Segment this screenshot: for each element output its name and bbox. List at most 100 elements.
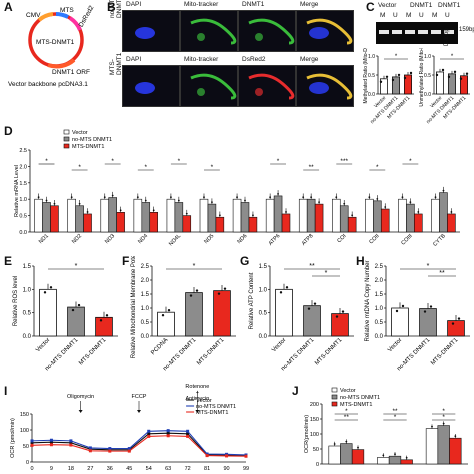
- data-point: [341, 310, 345, 313]
- data-point: [376, 197, 379, 200]
- bar: [351, 449, 365, 465]
- bar: [414, 213, 423, 233]
- injection-label-antimycin: Antimycin: [185, 396, 209, 402]
- gel-band: [444, 30, 454, 34]
- legend-label: no-MTS DNMT1: [72, 137, 112, 143]
- series-point: [147, 434, 151, 438]
- y-tick-label: 2.0: [19, 164, 27, 170]
- bar: [50, 205, 59, 233]
- panel-a-letter: A: [4, 0, 13, 14]
- significance-mark: ***: [340, 158, 348, 165]
- y-tick-label: 0.0: [368, 92, 375, 98]
- chart-f-membrane: 0.0 0.5 1.0 1.5 2.0 2.5 Relative Mitochondrial…: [131, 256, 236, 372]
- gel-side-label: D-loop: [444, 28, 450, 46]
- significance-mark: *: [111, 158, 114, 165]
- bar: [240, 202, 250, 233]
- significance-mark: *: [45, 158, 48, 165]
- bar: [328, 445, 341, 465]
- x-tick-label: MTS-DNMT1: [314, 337, 344, 367]
- plasmid-label-dsred: DsRed2: [78, 4, 96, 28]
- y-tick-label: 1.5: [259, 264, 268, 270]
- legend-swatch: [331, 394, 338, 400]
- series-point: [166, 429, 170, 433]
- y-tick-label: 2.0: [141, 278, 150, 284]
- data-point: [136, 196, 139, 199]
- bar: [133, 198, 143, 233]
- bar: [447, 320, 465, 337]
- data-point: [43, 291, 47, 294]
- bar: [232, 198, 242, 233]
- y-tick-label: 0.5: [368, 73, 375, 79]
- data-point: [434, 196, 437, 199]
- panel-g-letter: G: [240, 254, 250, 268]
- plasmid-label-mts: MTS: [60, 7, 74, 14]
- legend-swatch: [63, 143, 70, 149]
- data-point: [302, 196, 305, 199]
- data-point: [277, 193, 279, 195]
- y-axis-label: Relative ROS level: [13, 276, 19, 326]
- x-tick-label: MTS-DNMT1: [430, 337, 460, 367]
- bar: [275, 288, 293, 337]
- bar: [108, 197, 117, 233]
- x-tick-label: ATP8: [301, 233, 315, 247]
- bar: [141, 202, 151, 233]
- plasmid-segment-dsred: [68, 16, 82, 31]
- y-tick-label: 2.0: [375, 278, 384, 284]
- bar: [174, 202, 184, 233]
- y-tick-label: 1.5: [23, 264, 32, 270]
- significance-mark: *: [442, 408, 445, 415]
- x-tick-label: 27: [87, 466, 93, 472]
- data-point: [429, 305, 433, 308]
- data-point: [318, 201, 320, 204]
- bar: [447, 213, 456, 233]
- data-point: [144, 199, 147, 202]
- bar: [332, 198, 341, 233]
- gel-lane-label: M: [432, 12, 438, 19]
- y-tick-label: 100: [20, 428, 29, 434]
- gel-band: [405, 30, 415, 34]
- bar: [347, 216, 357, 233]
- significance-mark: *: [409, 158, 412, 165]
- injection-arrowhead: [78, 410, 83, 413]
- data-point: [409, 201, 412, 204]
- data-point: [49, 286, 53, 289]
- bar: [314, 203, 324, 233]
- data-point: [307, 307, 311, 310]
- injection-label: Rotenone: [185, 384, 209, 390]
- data-point: [351, 214, 354, 217]
- y-tick-label: 0.0: [375, 334, 384, 340]
- panel-j-letter: J: [292, 384, 299, 398]
- significance-mark: *: [427, 263, 430, 270]
- data-point: [285, 286, 289, 289]
- x-tick-label: Vector: [35, 337, 51, 353]
- gel-lane-label: M: [406, 12, 412, 19]
- data-point: [217, 292, 221, 295]
- gel-lane-label: U: [419, 12, 424, 19]
- y-tick-label: 1.0: [259, 287, 268, 293]
- bar: [34, 198, 43, 233]
- gel-group-dnmt1-b: DNMT1: [438, 2, 461, 9]
- data-point: [103, 196, 106, 199]
- significance-mark: *: [211, 164, 214, 171]
- y-axis-label: Relative mRNA Level: [14, 165, 20, 217]
- data-point: [423, 310, 427, 313]
- bar: [75, 205, 84, 233]
- data-point: [379, 80, 383, 83]
- y-tick-label: 0.5: [375, 320, 384, 326]
- y-axis-label: Methylated Ratio (Mito-D): [363, 48, 369, 103]
- data-point: [37, 196, 40, 199]
- bar: [199, 198, 209, 233]
- bar: [281, 213, 291, 233]
- x-tick-label: Vector: [271, 337, 287, 353]
- legend-label: no-MTS DNMT1: [340, 395, 380, 401]
- plasmid-segment-cmv: [37, 12, 54, 22]
- gel-lane-label: U: [393, 12, 398, 19]
- significance-mark: **: [309, 263, 315, 270]
- significance-mark: *: [325, 270, 328, 277]
- bar: [303, 305, 321, 337]
- series-line: [31, 432, 247, 457]
- bar: [379, 78, 388, 95]
- legend-label: Vector: [340, 388, 356, 394]
- data-point: [394, 453, 396, 456]
